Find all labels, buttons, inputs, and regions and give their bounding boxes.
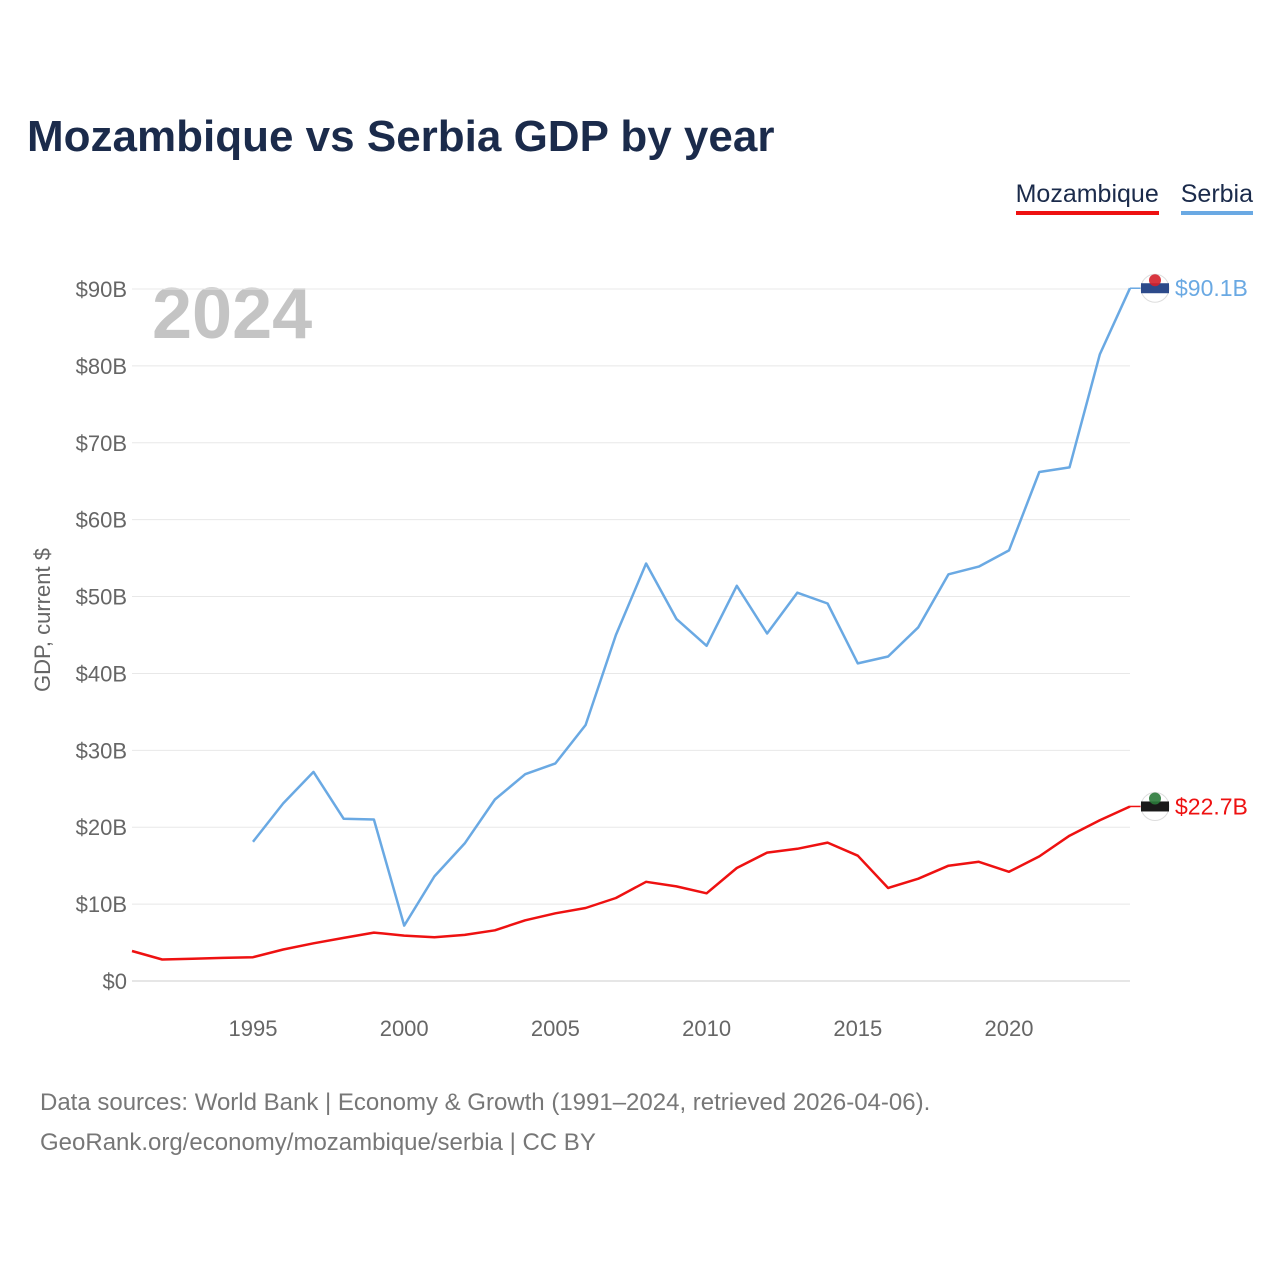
end-value-label-mozambique: $22.7B bbox=[1175, 793, 1248, 819]
year-watermark: 2024 bbox=[152, 274, 312, 354]
y-tick-label: $80B bbox=[76, 354, 127, 379]
y-axis-label: GDP, current $ bbox=[30, 548, 55, 692]
legend-item-mozambique[interactable]: Mozambique bbox=[1015, 180, 1159, 215]
flag-emblem bbox=[1149, 274, 1161, 287]
flag-band bbox=[1141, 801, 1169, 812]
y-tick-label: $90B bbox=[76, 277, 127, 302]
y-tick-label: $10B bbox=[76, 892, 127, 917]
end-value-label-serbia: $90.1B bbox=[1175, 275, 1248, 301]
legend-item-serbia[interactable]: Serbia bbox=[1180, 180, 1253, 215]
x-tick-label: 2015 bbox=[833, 1016, 882, 1041]
series-line-mozambique[interactable] bbox=[131, 805, 1131, 961]
legend: Mozambique Serbia bbox=[1015, 180, 1253, 215]
y-tick-label: $40B bbox=[76, 661, 127, 686]
flag-emblem bbox=[1149, 792, 1161, 805]
source-note: Data sources: World Bank | Economy & Gro… bbox=[40, 1083, 930, 1163]
chart-title: Mozambique vs Serbia GDP by year bbox=[27, 112, 775, 161]
x-tick-label: 2020 bbox=[985, 1016, 1034, 1041]
y-tick-label: $50B bbox=[76, 585, 127, 610]
series-line-serbia[interactable] bbox=[252, 287, 1132, 927]
x-tick-label: 2010 bbox=[682, 1016, 731, 1041]
source-line: Data sources: World Bank | Economy & Gro… bbox=[40, 1089, 931, 1116]
y-tick-label: $0 bbox=[103, 969, 127, 994]
x-tick-label: 2000 bbox=[380, 1016, 429, 1041]
source-url-line[interactable]: GeoRank.org/economy/mozambique/serbia | … bbox=[40, 1129, 596, 1156]
flag-band bbox=[1141, 283, 1169, 294]
y-tick-label: $30B bbox=[76, 738, 127, 763]
x-tick-label: 2005 bbox=[531, 1016, 580, 1041]
y-tick-label: $60B bbox=[76, 508, 127, 533]
x-tick-label: 1995 bbox=[228, 1016, 277, 1041]
y-tick-label: $20B bbox=[76, 815, 127, 840]
y-tick-label: $70B bbox=[76, 431, 127, 456]
